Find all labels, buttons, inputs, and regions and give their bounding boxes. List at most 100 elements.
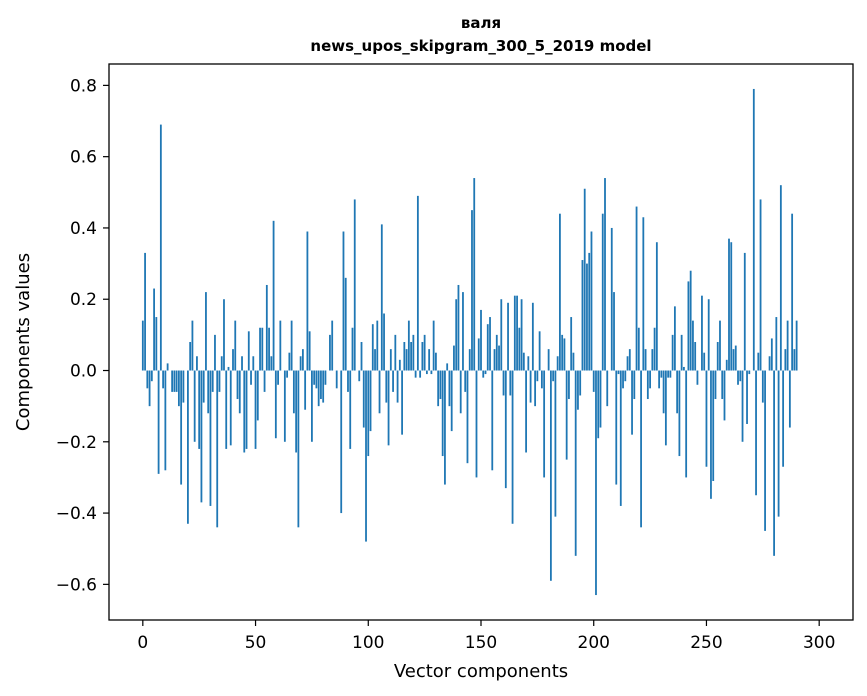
bar bbox=[556, 356, 559, 371]
bar bbox=[712, 370, 715, 481]
x-tick-label: 0 bbox=[137, 633, 148, 653]
bar bbox=[752, 88, 755, 371]
bar bbox=[601, 213, 604, 371]
bar bbox=[502, 370, 505, 396]
bar bbox=[777, 370, 780, 517]
x-tick-label: 200 bbox=[578, 633, 610, 653]
bar bbox=[315, 370, 318, 389]
bar bbox=[401, 370, 403, 435]
bar bbox=[214, 334, 216, 371]
bar bbox=[615, 370, 618, 485]
bar bbox=[692, 320, 694, 371]
bar bbox=[529, 370, 532, 403]
bar bbox=[791, 213, 794, 371]
bar bbox=[534, 370, 537, 407]
bar bbox=[410, 342, 413, 371]
bar bbox=[180, 370, 183, 485]
bar bbox=[205, 292, 207, 371]
bar bbox=[554, 370, 557, 517]
bar bbox=[705, 370, 708, 467]
bar bbox=[234, 320, 237, 371]
bar bbox=[270, 356, 273, 371]
bar bbox=[626, 356, 629, 371]
bar bbox=[755, 370, 757, 496]
bar bbox=[642, 217, 645, 371]
bar bbox=[148, 370, 151, 407]
bar bbox=[795, 320, 798, 371]
bar bbox=[759, 199, 762, 371]
bar bbox=[509, 370, 512, 396]
bar bbox=[216, 370, 219, 528]
y-tick-label: −0.6 bbox=[56, 575, 97, 595]
bar bbox=[486, 324, 489, 371]
bar bbox=[504, 370, 507, 489]
bar bbox=[604, 178, 606, 371]
bar bbox=[453, 345, 455, 371]
x-tick-label: 150 bbox=[465, 633, 497, 653]
bar bbox=[173, 370, 176, 392]
bar bbox=[362, 370, 365, 428]
bar bbox=[484, 370, 487, 375]
bar bbox=[761, 370, 764, 403]
bar bbox=[473, 178, 476, 371]
x-axis: 0 50 100 150 200 250 300 bbox=[137, 620, 835, 653]
bar bbox=[396, 370, 399, 403]
bar bbox=[552, 370, 555, 382]
bar bbox=[574, 370, 577, 556]
y-tick-label: 0.0 bbox=[70, 362, 97, 382]
bar bbox=[588, 252, 591, 371]
bar bbox=[703, 352, 706, 371]
bar bbox=[286, 370, 289, 378]
bar bbox=[721, 370, 724, 400]
bar bbox=[646, 370, 649, 400]
bar bbox=[464, 370, 467, 392]
bar bbox=[166, 363, 169, 371]
bar bbox=[498, 345, 500, 371]
bar bbox=[764, 370, 766, 531]
bar bbox=[737, 370, 739, 385]
bar bbox=[385, 370, 388, 403]
bar bbox=[256, 370, 259, 421]
bar bbox=[150, 370, 153, 382]
bar bbox=[225, 370, 228, 449]
bar bbox=[520, 299, 523, 371]
bar bbox=[423, 334, 426, 371]
bar bbox=[728, 238, 730, 371]
bar bbox=[482, 370, 485, 378]
bar bbox=[610, 227, 613, 371]
bar bbox=[531, 302, 534, 371]
bar bbox=[590, 231, 593, 371]
bar bbox=[335, 370, 338, 389]
bar bbox=[171, 370, 174, 392]
bar bbox=[637, 327, 640, 371]
bar bbox=[466, 370, 469, 464]
bar bbox=[209, 370, 212, 506]
bar bbox=[782, 370, 785, 467]
bar bbox=[403, 342, 406, 371]
y-tick-label: −0.2 bbox=[56, 433, 97, 453]
bar bbox=[241, 356, 243, 371]
bar bbox=[581, 260, 584, 371]
chart-subtitle: news_upos_skipgram_300_5_2019 model bbox=[310, 37, 651, 55]
x-axis-label: Vector components bbox=[394, 661, 568, 682]
bar bbox=[673, 306, 676, 371]
bar bbox=[468, 349, 471, 371]
bar bbox=[277, 370, 279, 385]
bar bbox=[757, 352, 760, 371]
bar bbox=[714, 370, 717, 400]
bar bbox=[719, 320, 721, 371]
bar bbox=[725, 359, 728, 371]
bar bbox=[696, 370, 699, 385]
bar bbox=[220, 356, 223, 371]
bar bbox=[644, 349, 647, 371]
bar bbox=[507, 302, 509, 371]
bar bbox=[347, 370, 349, 392]
bar bbox=[200, 370, 203, 503]
bar bbox=[313, 370, 316, 385]
bar bbox=[655, 242, 658, 371]
bar bbox=[247, 331, 250, 371]
bar bbox=[455, 299, 458, 371]
bar bbox=[617, 370, 620, 375]
bar bbox=[450, 370, 453, 432]
bar bbox=[773, 370, 775, 556]
